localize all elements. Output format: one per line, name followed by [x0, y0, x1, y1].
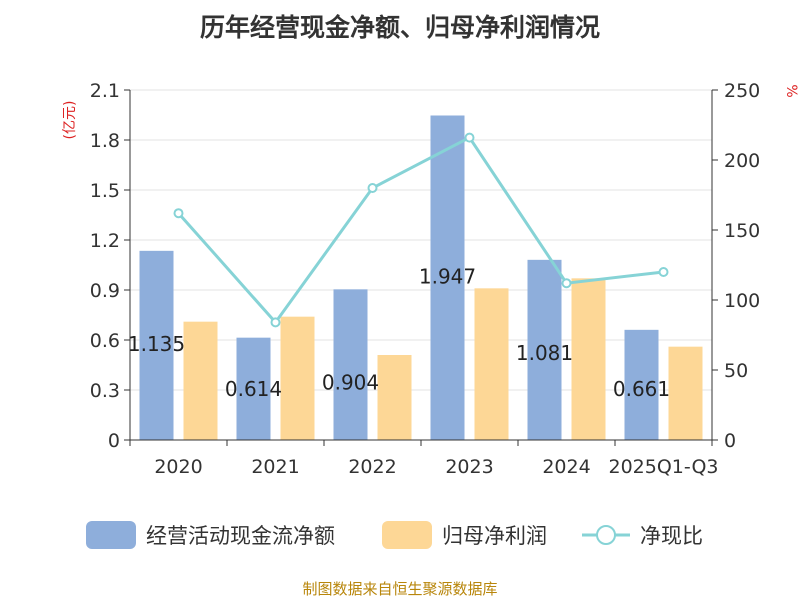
- y-left-tick-label: 2.1: [90, 80, 120, 102]
- bar-net-profit: [280, 316, 315, 440]
- bar-operating-cashflow: [333, 289, 368, 440]
- bar-net-profit: [183, 321, 218, 440]
- bar-operating-cashflow: [624, 329, 659, 440]
- x-tick-label: 2023: [445, 456, 493, 478]
- line-point: [367, 183, 378, 193]
- line-point: [658, 267, 669, 277]
- line-point: [464, 132, 475, 143]
- line-point: [173, 208, 184, 219]
- y-right-tick-label: 0: [724, 430, 736, 452]
- data-label: 0.904: [322, 370, 379, 394]
- bar-net-profit: [474, 288, 509, 440]
- bar-operating-cashflow: [430, 115, 465, 440]
- line-series: [173, 132, 669, 328]
- legend-swatch-operating-cashflow: [86, 521, 136, 549]
- y-left-tick-label: 0: [108, 430, 120, 452]
- legend: 经营活动现金流净额 归母净利润 净现比: [86, 521, 703, 549]
- data-label: 1.081: [516, 341, 573, 365]
- bar-operating-cashflow: [139, 250, 174, 440]
- x-tick-label: 2024: [542, 456, 590, 478]
- line-net-cash-ratio: [177, 135, 664, 325]
- data-label: 0.614: [225, 377, 282, 401]
- right-axis-unit: %: [783, 84, 799, 97]
- y-left-tick-label: 1.8: [90, 130, 120, 152]
- line-point: [561, 278, 572, 289]
- axes: 0 0.3 0.6 0.9 1.2 1.5 1.8 2.1 0 50 100 150 200 250 202…: [90, 80, 760, 478]
- bar-operating-cashflow: [527, 259, 562, 440]
- bar-series: [139, 115, 703, 440]
- y-left-tick-label: 0.3: [90, 380, 120, 402]
- y-left-tick-label: 1.5: [90, 180, 120, 202]
- line-point: [270, 317, 281, 328]
- legend-label: 经营活动现金流净额: [146, 524, 335, 548]
- data-label: 1.947: [419, 265, 476, 289]
- y-right-tick-label: 250: [724, 80, 760, 102]
- x-tick-label: 2020: [154, 456, 202, 478]
- legend-swatch-net-profit: [382, 521, 432, 549]
- y-right-tick-label: 100: [724, 290, 760, 312]
- legend-marker: [596, 525, 616, 545]
- y-right-tick-label: 150: [724, 220, 760, 242]
- y-left-tick-label: 0.9: [90, 280, 120, 302]
- data-labels: 1.135 0.614 0.904 1.947 1.081 0.661: [128, 265, 670, 402]
- gridlines: [130, 89, 712, 391]
- y-left-tick-label: 0.6: [90, 330, 120, 352]
- y-right-tick-label: 50: [724, 360, 748, 382]
- legend-label: 归母净利润: [442, 524, 547, 548]
- y-right-tick-label: 200: [724, 150, 760, 172]
- left-axis-unit: (亿元): [62, 101, 78, 140]
- y-left-tick-label: 1.2: [90, 230, 120, 252]
- source-note: 制图数据来自恒生聚源数据库: [302, 580, 498, 598]
- data-label: 1.135: [128, 332, 185, 356]
- x-tick-label: 2022: [348, 456, 396, 478]
- data-label: 0.661: [613, 377, 670, 401]
- x-tick-label: 2025Q1-Q3: [609, 456, 719, 478]
- bar-net-profit: [377, 355, 412, 440]
- x-tick-label: 2021: [251, 456, 299, 478]
- bar-net-profit: [571, 278, 606, 440]
- legend-label: 净现比: [640, 524, 703, 548]
- bar-operating-cashflow: [236, 337, 271, 440]
- bar-net-profit: [668, 346, 703, 440]
- chart-title: 历年经营现金净额、归母净利润情况: [199, 13, 600, 42]
